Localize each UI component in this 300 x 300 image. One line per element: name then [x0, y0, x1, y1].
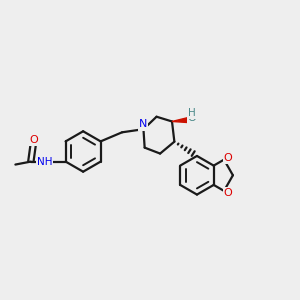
Text: O: O [224, 188, 233, 198]
Polygon shape [172, 117, 190, 123]
Text: O: O [224, 153, 233, 163]
Text: O: O [188, 113, 197, 123]
Text: H: H [188, 108, 196, 118]
Text: N: N [139, 119, 147, 129]
Text: O: O [29, 135, 38, 145]
Text: NH: NH [37, 157, 52, 166]
